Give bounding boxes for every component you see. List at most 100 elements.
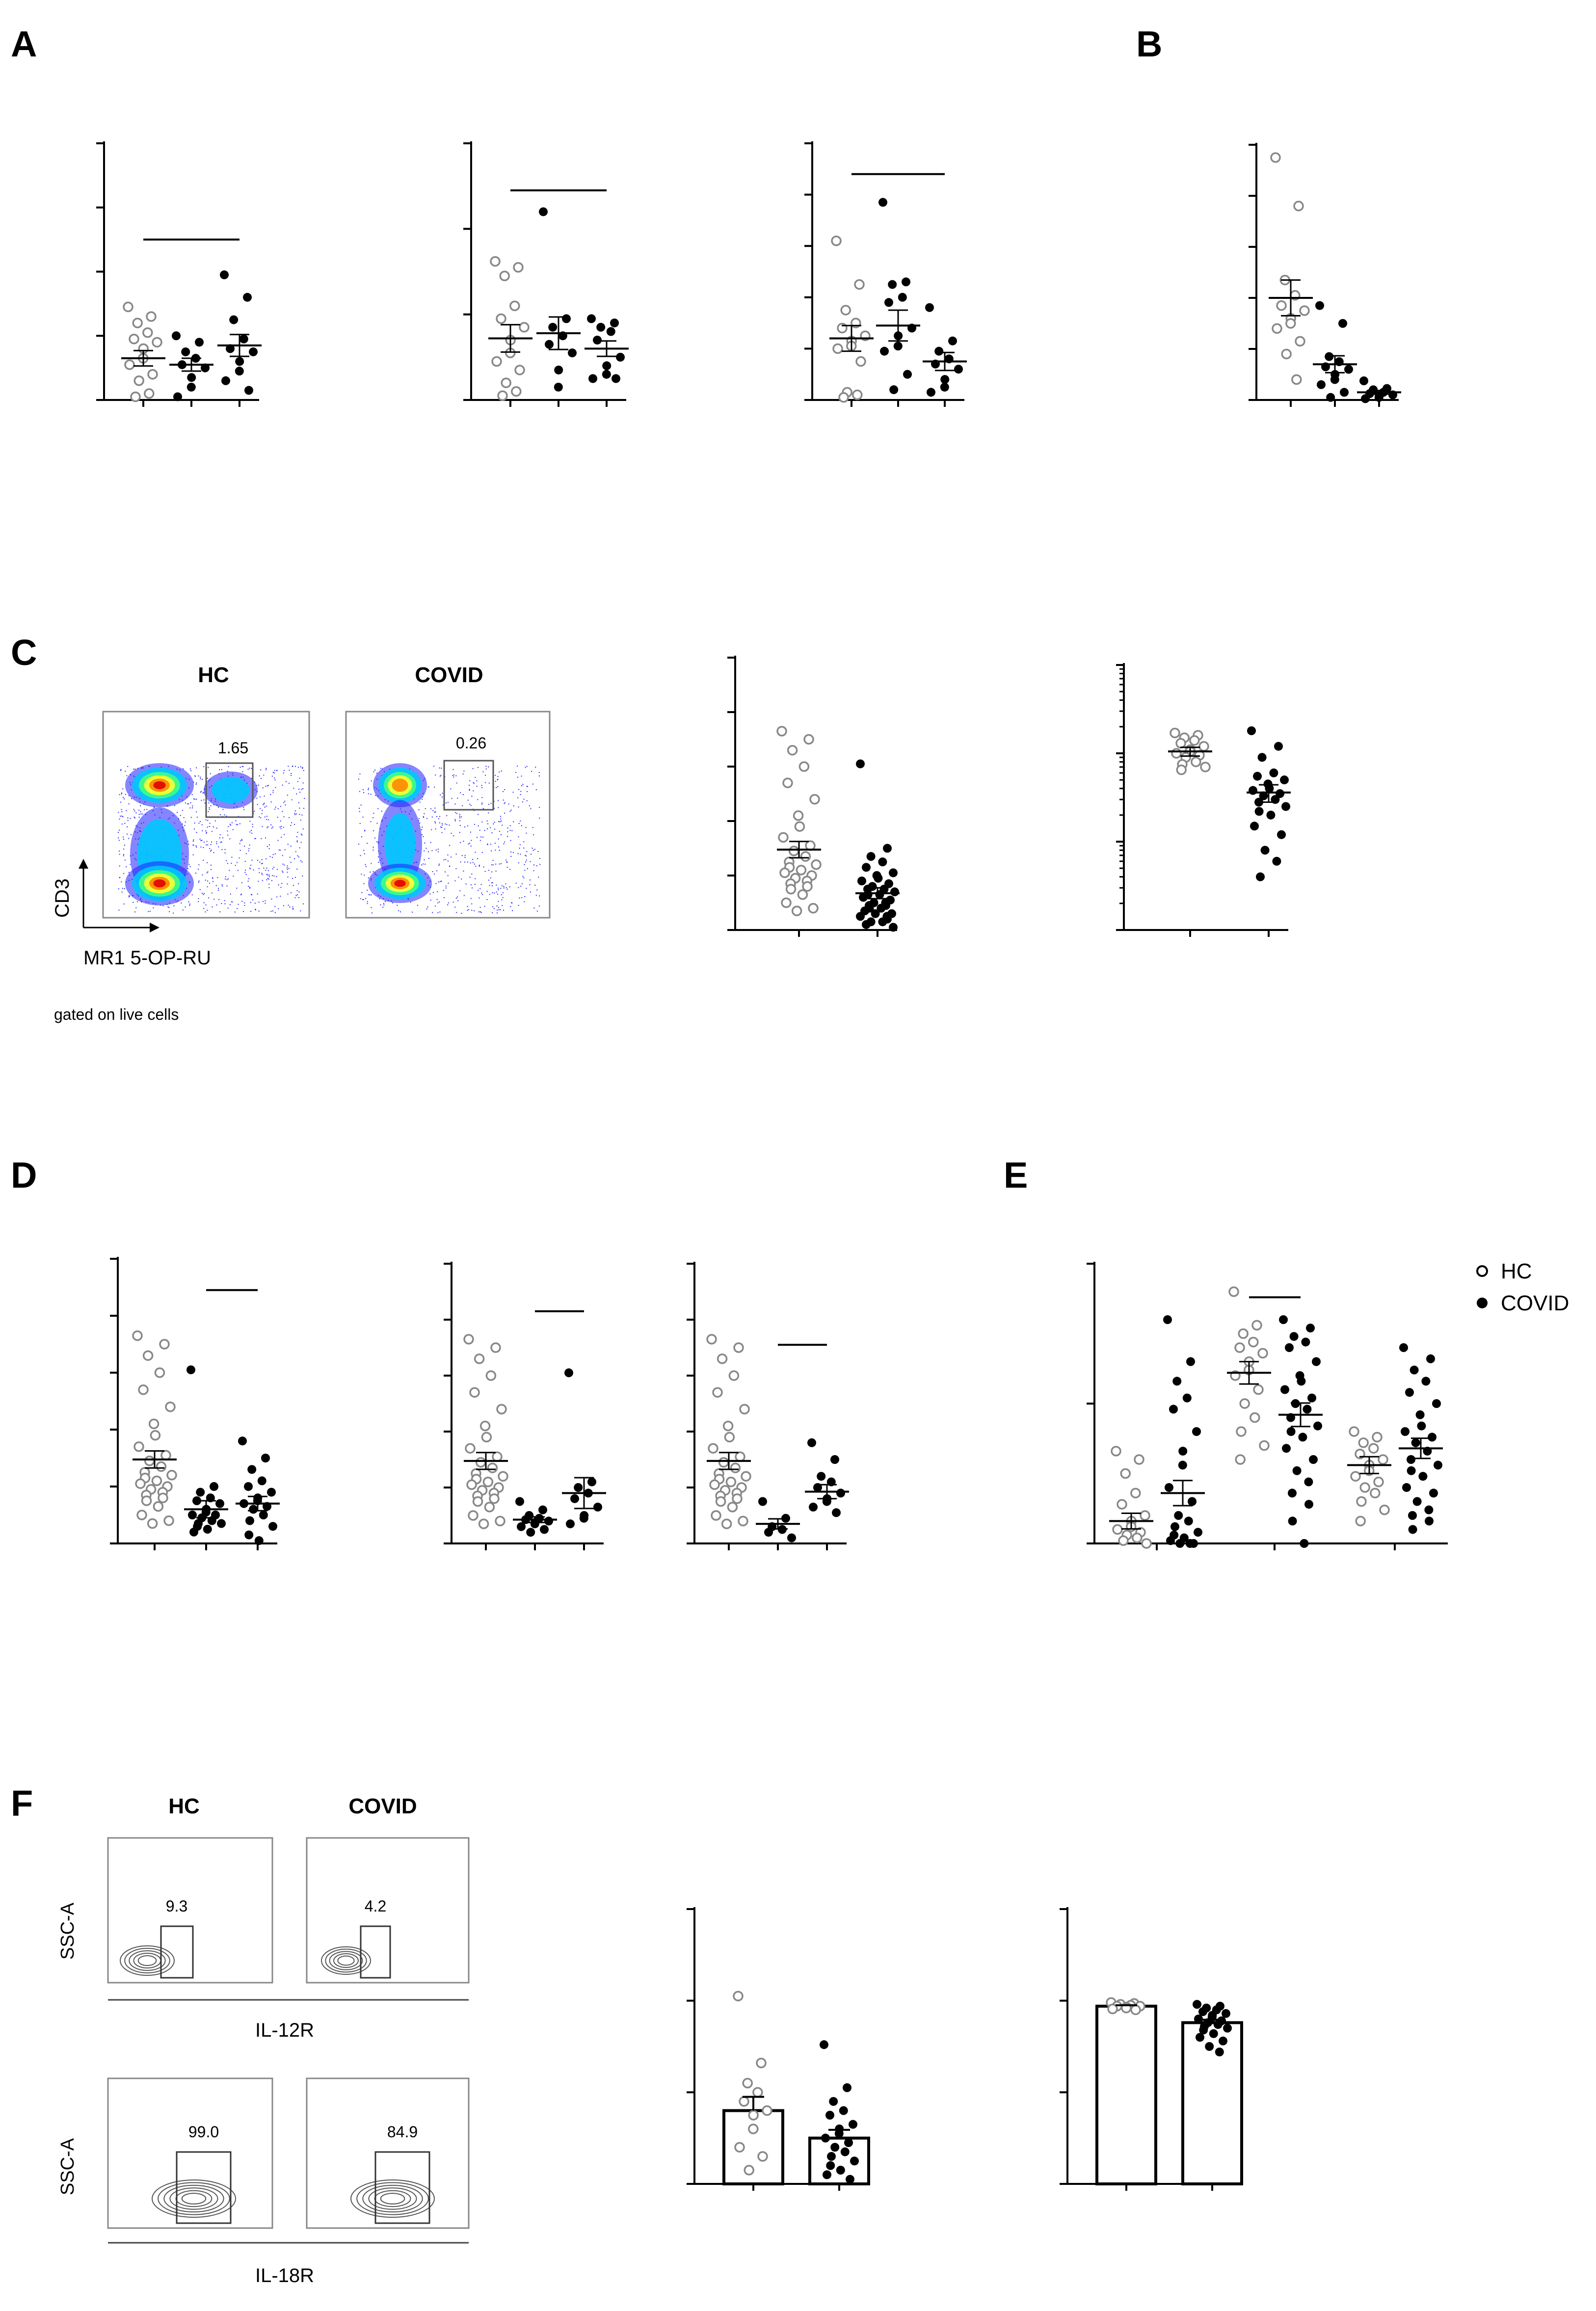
data-point bbox=[142, 1350, 154, 1361]
flow-event bbox=[216, 827, 217, 829]
data-point bbox=[1405, 1388, 1414, 1397]
flow-event bbox=[435, 828, 436, 830]
flow-event bbox=[208, 802, 210, 804]
data-point bbox=[259, 1511, 268, 1519]
data-point bbox=[832, 343, 843, 354]
data-point bbox=[1260, 846, 1270, 855]
flow-event bbox=[282, 811, 283, 812]
flow-event bbox=[182, 810, 183, 811]
flow-event bbox=[475, 777, 476, 778]
flow-event bbox=[443, 859, 445, 861]
flow-event bbox=[504, 789, 505, 790]
flow-event bbox=[249, 844, 250, 846]
flow-event bbox=[196, 811, 197, 813]
flow-event bbox=[287, 869, 288, 870]
data-point bbox=[855, 356, 866, 367]
flow-event bbox=[207, 862, 208, 863]
flow-event bbox=[237, 824, 239, 825]
flow-event bbox=[358, 844, 360, 845]
flow-event bbox=[277, 808, 279, 809]
flow-event bbox=[272, 790, 274, 791]
flow-event bbox=[244, 846, 245, 847]
flow-event bbox=[118, 837, 119, 839]
data-point bbox=[925, 303, 934, 312]
flow-event bbox=[538, 905, 540, 907]
flow-event bbox=[274, 779, 276, 781]
data-point bbox=[800, 851, 811, 862]
data-point bbox=[463, 1334, 474, 1345]
flow-event bbox=[437, 849, 439, 850]
flow-event bbox=[524, 896, 526, 898]
flow-event bbox=[478, 767, 479, 768]
flow-event bbox=[289, 856, 291, 858]
flow-event bbox=[252, 826, 253, 827]
flow-event bbox=[432, 892, 434, 893]
flow-event bbox=[236, 823, 237, 825]
legend-e: HC COVID bbox=[1476, 1259, 1569, 1315]
data-point bbox=[1306, 1324, 1315, 1333]
data-point bbox=[1166, 1536, 1175, 1545]
flow-contour bbox=[325, 1948, 367, 1973]
data-point bbox=[878, 198, 887, 207]
flow-event bbox=[481, 851, 483, 853]
data-point bbox=[856, 759, 865, 769]
flow-event bbox=[191, 794, 193, 796]
data-point bbox=[888, 280, 897, 289]
data-point bbox=[1313, 1421, 1322, 1431]
data-point bbox=[1429, 1488, 1438, 1498]
flow-event bbox=[270, 911, 272, 912]
flow-event bbox=[459, 824, 461, 826]
data-point bbox=[1370, 1488, 1381, 1499]
flow-event bbox=[126, 775, 128, 776]
flow-event bbox=[369, 894, 371, 896]
flow-event bbox=[277, 840, 279, 841]
flow-event bbox=[478, 825, 479, 826]
flow-event bbox=[520, 791, 522, 792]
flow-event bbox=[168, 907, 170, 908]
flow-event bbox=[134, 911, 135, 913]
flow-event bbox=[361, 836, 363, 838]
data-point bbox=[1299, 305, 1310, 316]
flow-event bbox=[498, 887, 499, 889]
flow-event bbox=[118, 888, 119, 890]
flow-event bbox=[471, 873, 473, 875]
data-point bbox=[221, 376, 230, 385]
flow-event bbox=[513, 821, 514, 823]
flow-event bbox=[497, 894, 499, 895]
flow-event bbox=[227, 863, 228, 864]
flow-event bbox=[196, 847, 197, 848]
flow-event bbox=[525, 861, 527, 863]
flow-event bbox=[271, 880, 272, 881]
flow-event bbox=[453, 835, 454, 837]
flow-event bbox=[201, 893, 203, 894]
flow-event bbox=[237, 908, 238, 909]
flow-event bbox=[383, 903, 384, 904]
flow-event bbox=[123, 855, 124, 856]
flow-event bbox=[213, 826, 214, 828]
flow-event bbox=[278, 908, 279, 909]
flow-event bbox=[432, 810, 434, 811]
data-point bbox=[186, 1365, 195, 1375]
flow-event bbox=[213, 899, 215, 900]
flow-event bbox=[255, 838, 256, 839]
flow-event bbox=[272, 771, 274, 773]
flow-event bbox=[205, 911, 206, 913]
data-point bbox=[878, 857, 887, 867]
flow-event bbox=[455, 775, 457, 776]
flow-event bbox=[379, 898, 380, 900]
flow-event bbox=[422, 826, 423, 828]
flow-event bbox=[437, 891, 438, 893]
flow-event bbox=[123, 797, 124, 798]
data-point bbox=[1286, 1427, 1296, 1436]
data-point bbox=[166, 1470, 177, 1481]
data-point bbox=[889, 385, 899, 395]
flow-event bbox=[259, 808, 261, 809]
flow-event bbox=[452, 902, 454, 903]
flow-event bbox=[288, 766, 289, 767]
data-point bbox=[1178, 1461, 1187, 1470]
flow-event bbox=[500, 863, 502, 864]
flow-event bbox=[278, 884, 279, 886]
flow-event bbox=[199, 838, 201, 840]
data-point bbox=[1194, 2015, 1203, 2023]
flow-event bbox=[400, 911, 401, 913]
